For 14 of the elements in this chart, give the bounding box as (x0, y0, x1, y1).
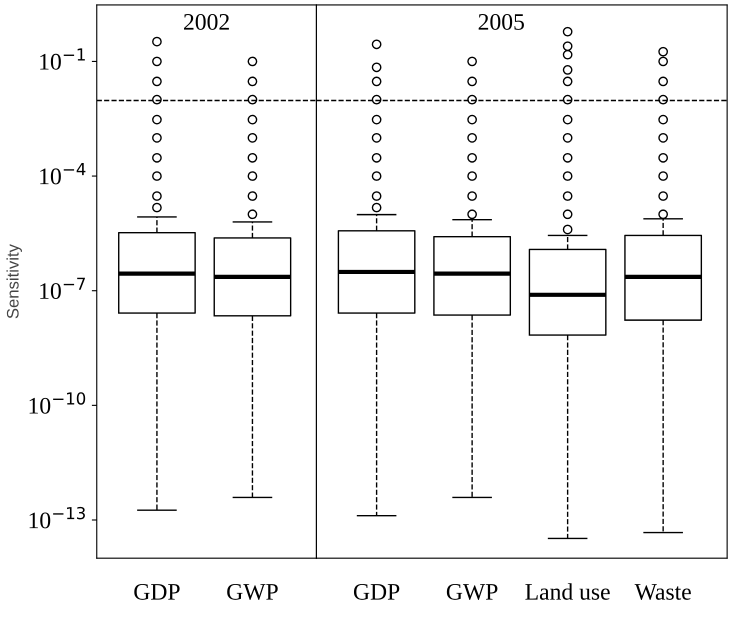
chart-title: 2002 (184, 14, 229, 30)
y-axis-title: Sensitivity (6, 244, 22, 318)
x-tick-label: GDP (354, 584, 400, 600)
x-tick-label: GDP (134, 584, 180, 600)
x-tick-label: Land use (525, 583, 610, 600)
chart-title: 2005 (478, 14, 524, 30)
y-tick-label: 10$^{−4}$ (40, 163, 86, 184)
y-tick-label: 10$^{−13}$ (30, 506, 85, 528)
x-tick-label: GWP (446, 584, 498, 600)
y-tick-label: 10$^{−1}$ (40, 48, 85, 70)
x-tick-label: Waste (634, 584, 691, 600)
y-tick-label: 10$^{−7}$ (40, 278, 85, 300)
x-tick-label: GWP (227, 584, 278, 600)
y-tick-label: 10$^{−10}$ (30, 392, 86, 414)
